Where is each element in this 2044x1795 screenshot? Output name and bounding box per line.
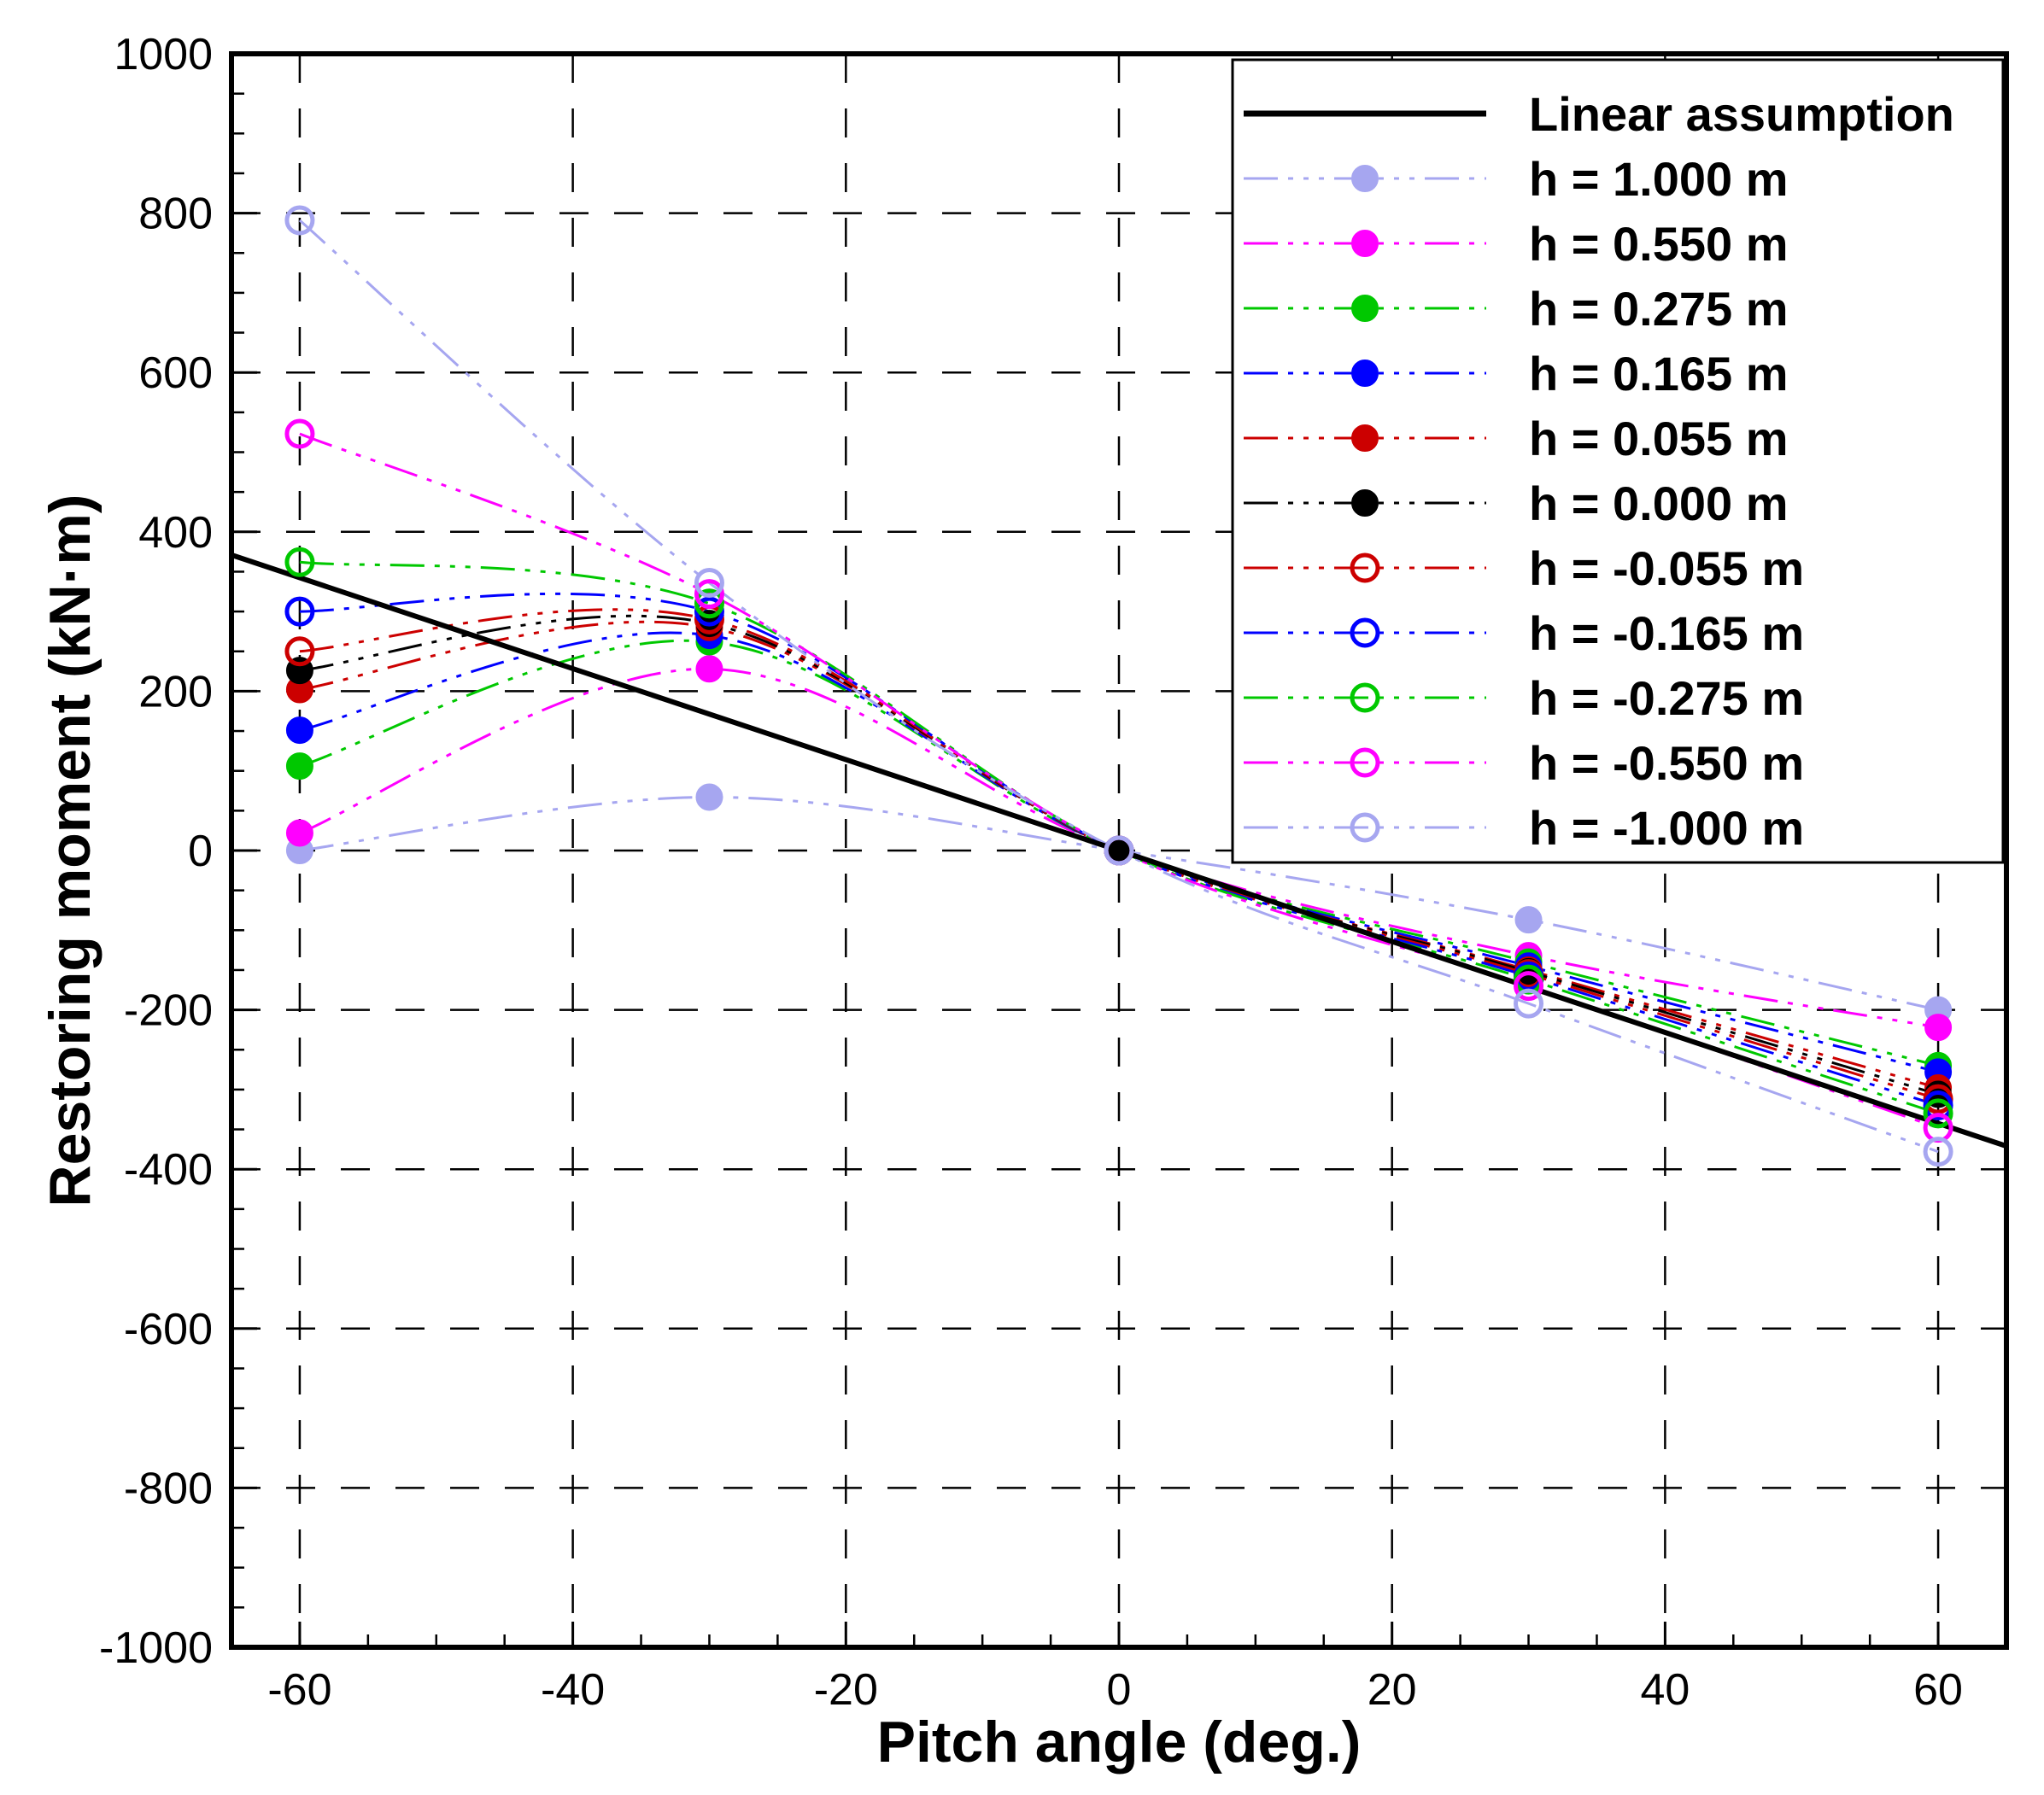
legend-label: h = -0.165 m xyxy=(1529,606,1804,660)
series-line-8 xyxy=(299,592,1939,1107)
legend-marker xyxy=(1350,553,1380,583)
x-tick-label: 40 xyxy=(1640,1665,1690,1715)
y-tick-label: 600 xyxy=(138,348,213,398)
data-point xyxy=(1514,906,1543,934)
y-tick-label: 200 xyxy=(138,667,213,716)
y-tick-label: 400 xyxy=(138,508,213,558)
y-tick-label: -600 xyxy=(124,1305,213,1354)
data-point xyxy=(694,579,724,610)
data-point xyxy=(285,819,313,847)
data-point xyxy=(1923,1137,1953,1167)
data-point xyxy=(284,205,315,236)
y-tick-label: 0 xyxy=(188,827,213,876)
y-tick-label: -1000 xyxy=(99,1623,213,1673)
legend-label: h = 1.000 m xyxy=(1529,152,1789,206)
data-point xyxy=(1924,1014,1953,1042)
x-axis-title: Pitch angle (deg.) xyxy=(877,1710,1362,1775)
series-layer xyxy=(231,205,2007,1167)
legend-label: h = 0.000 m xyxy=(1529,477,1789,530)
legend: Linear assumption h = 1.000 m h = 0.550 m h… xyxy=(1231,58,2005,864)
plot-frame xyxy=(229,51,2009,1650)
y-tick-label: -400 xyxy=(124,1145,213,1195)
legend-label: h = 0.275 m xyxy=(1529,282,1789,336)
data-point xyxy=(695,655,723,683)
data-point xyxy=(285,716,313,745)
data-point xyxy=(1514,988,1544,1019)
x-tick-label: 0 xyxy=(1107,1665,1132,1715)
legend-box xyxy=(1231,58,2005,864)
tick-labels: -60 -40 -20 0 20 40 60-1000-800-600-400-200020… xyxy=(99,30,1963,1715)
series-line-7 xyxy=(299,608,1939,1101)
y-axis-title: Restoring moment (kN·m) xyxy=(38,494,102,1207)
legend-label: h = 0.055 m xyxy=(1529,412,1789,465)
y-tick-label: -200 xyxy=(124,986,213,1036)
data-point xyxy=(1923,1098,1953,1129)
legend-marker xyxy=(1351,295,1379,322)
series-line-6 xyxy=(299,614,1939,1096)
legend-marker xyxy=(1350,812,1380,843)
legend-marker xyxy=(1351,165,1379,192)
data-point xyxy=(284,596,315,627)
data-point xyxy=(694,596,724,627)
legend-label: h = -0.550 m xyxy=(1529,736,1804,790)
y-tick-label: 800 xyxy=(138,190,213,239)
x-tick-label: -40 xyxy=(541,1665,605,1715)
y-tick-label: 1000 xyxy=(114,30,213,79)
series-line-4 xyxy=(299,631,1939,1073)
legend-label-linear: Linear assumption xyxy=(1529,87,1954,141)
legend-marker xyxy=(1351,230,1379,257)
legend-marker xyxy=(1350,617,1380,648)
data-point xyxy=(694,588,724,619)
data-point xyxy=(285,752,313,781)
legend-label: h = 0.165 m xyxy=(1529,347,1789,401)
legend-marker xyxy=(1351,489,1379,517)
x-tick-label: 20 xyxy=(1368,1665,1417,1715)
legend-label: h = -0.275 m xyxy=(1529,671,1804,725)
legend-marker xyxy=(1350,682,1380,713)
legend-marker xyxy=(1351,360,1379,387)
data-point xyxy=(1514,971,1544,1002)
x-tick-label: -60 xyxy=(267,1665,331,1715)
series-line-2 xyxy=(299,667,1939,1029)
x-tick-label: 60 xyxy=(1913,1665,1963,1715)
series-line-11 xyxy=(298,219,1939,1154)
data-point xyxy=(695,783,723,811)
legend-marker xyxy=(1351,424,1379,452)
data-point xyxy=(284,418,315,449)
x-tick-label: -20 xyxy=(814,1665,878,1715)
data-point xyxy=(694,568,724,599)
legend-label: h = 0.550 m xyxy=(1529,217,1789,271)
data-point xyxy=(284,636,315,667)
y-tick-label: -800 xyxy=(124,1464,213,1513)
data-point xyxy=(1923,1090,1953,1121)
legend-label: h = -1.000 m xyxy=(1529,801,1804,855)
data-point xyxy=(284,547,315,577)
legend-marker xyxy=(1350,747,1380,778)
legend-label: h = -0.055 m xyxy=(1529,541,1804,595)
data-point xyxy=(1104,835,1134,866)
series-line-5 xyxy=(299,620,1939,1090)
